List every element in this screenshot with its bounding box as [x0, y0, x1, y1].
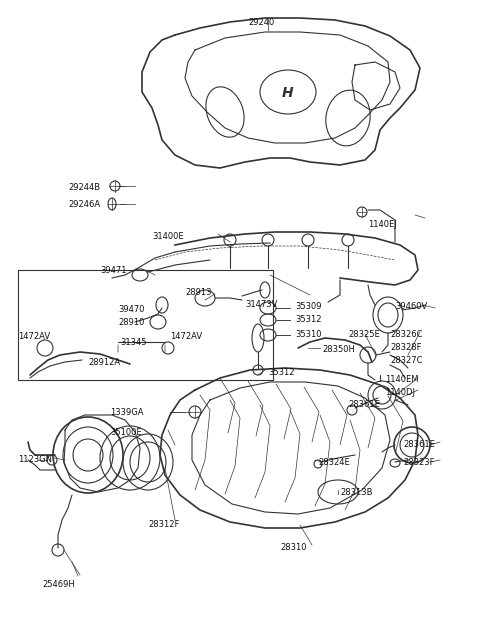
Text: 35100E: 35100E	[110, 428, 142, 437]
Text: 31400E: 31400E	[152, 232, 184, 241]
Text: 31345: 31345	[120, 338, 146, 347]
Text: 28324E: 28324E	[318, 458, 350, 467]
Text: 39460V: 39460V	[395, 302, 427, 311]
Text: 39470: 39470	[118, 305, 144, 314]
Text: 28328F: 28328F	[390, 343, 421, 352]
Text: 1140EM: 1140EM	[385, 375, 419, 384]
Text: 1339GA: 1339GA	[110, 408, 144, 417]
Text: 25469H: 25469H	[42, 580, 75, 589]
Text: 28313B: 28313B	[340, 488, 372, 497]
Text: 28312F: 28312F	[148, 520, 180, 529]
Text: 28325E: 28325E	[348, 330, 380, 339]
Text: 28323F: 28323F	[403, 458, 434, 467]
Text: 28912A: 28912A	[88, 358, 120, 367]
Text: 28361E: 28361E	[403, 440, 435, 449]
Bar	[18, 270, 273, 380]
Text: 1140DJ: 1140DJ	[385, 388, 415, 397]
Text: 28350H: 28350H	[322, 345, 355, 354]
Text: 1123GN: 1123GN	[18, 455, 52, 464]
Text: 1472AV: 1472AV	[18, 332, 50, 341]
Text: 35309: 35309	[295, 302, 322, 311]
Text: 29246A: 29246A	[68, 200, 100, 209]
Text: 28913: 28913	[185, 288, 212, 297]
Text: 29240: 29240	[248, 18, 274, 27]
Text: 35310: 35310	[295, 330, 322, 339]
Text: 1140EJ: 1140EJ	[368, 220, 397, 229]
Text: 28326C: 28326C	[390, 330, 422, 339]
Text: H: H	[282, 86, 294, 100]
Text: 29244B: 29244B	[68, 183, 100, 192]
Text: 28361E: 28361E	[348, 400, 380, 409]
Text: 39471: 39471	[100, 266, 127, 275]
Text: 1472AV: 1472AV	[170, 332, 202, 341]
Text: 31473V: 31473V	[245, 300, 277, 309]
Text: 28327C: 28327C	[390, 356, 422, 365]
Text: 35312: 35312	[268, 368, 295, 377]
Text: 28310: 28310	[280, 543, 307, 552]
Text: 35312: 35312	[295, 315, 322, 324]
Text: 28910: 28910	[118, 318, 144, 327]
